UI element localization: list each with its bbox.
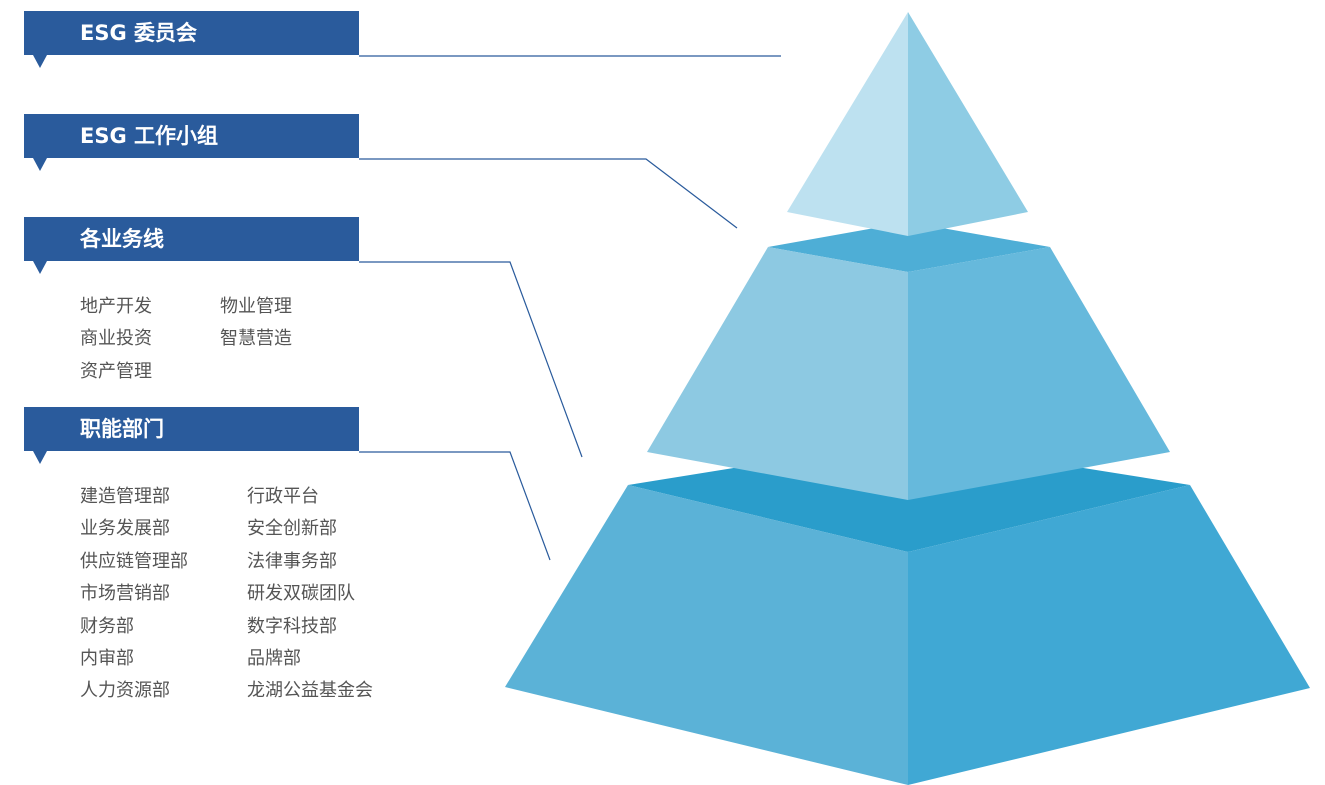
list-item: 人力资源部: [80, 680, 170, 701]
list-item: 品牌部: [247, 648, 301, 669]
level-banner-functional-departments: 职能部门: [24, 407, 359, 464]
list-item: 龙湖公益基金会: [247, 680, 373, 701]
list-item: 智慧营造: [220, 328, 292, 349]
level-banner-business-lines: 各业务线: [24, 217, 359, 274]
pyramid-tier-apex: [787, 12, 1028, 236]
list-item: 建造管理部: [80, 486, 170, 507]
level-label: ESG 工作小组: [80, 124, 219, 148]
list-item: 资产管理: [80, 361, 152, 382]
list-item: 商业投资: [80, 328, 152, 349]
middle-right-face: [908, 247, 1170, 500]
pyramid-tier-middle: [647, 222, 1170, 500]
connector-line-3: [359, 261, 583, 458]
list-item: 物业管理: [220, 296, 292, 317]
apex-right-face: [908, 12, 1028, 236]
level-label: ESG 委员会: [80, 21, 198, 45]
list-item: 供应链管理部: [80, 551, 188, 572]
list-item: 行政平台: [247, 486, 319, 507]
list-item: 市场营销部: [80, 583, 170, 604]
level-banner-esg-working-group: ESG 工作小组: [24, 114, 359, 171]
level-label: 职能部门: [80, 417, 164, 441]
apex-left-face: [787, 12, 908, 236]
base-left-face: [505, 485, 908, 785]
connector-line-2: [359, 158, 738, 229]
base-right-face: [908, 485, 1310, 785]
middle-top-ledge: [768, 222, 1050, 272]
list-item: 安全创新部: [247, 518, 337, 539]
list-item: 地产开发: [80, 296, 152, 317]
banner-notch: [33, 55, 47, 68]
middle-left-face: [647, 247, 908, 500]
list-item: 数字科技部: [247, 616, 337, 637]
level-label: 各业务线: [80, 227, 164, 251]
list-item: 业务发展部: [80, 518, 170, 539]
list-item: 财务部: [80, 616, 134, 637]
list-item: 研发双碳团队: [247, 583, 355, 604]
banner-notch: [33, 451, 47, 464]
list-item: 内审部: [80, 648, 134, 669]
connector-line-4: [359, 451, 551, 561]
banner-notch: [33, 158, 47, 171]
banner-notch: [33, 261, 47, 274]
list-item: 法律事务部: [247, 551, 337, 572]
level-banner-esg-committee: ESG 委员会: [24, 11, 359, 68]
